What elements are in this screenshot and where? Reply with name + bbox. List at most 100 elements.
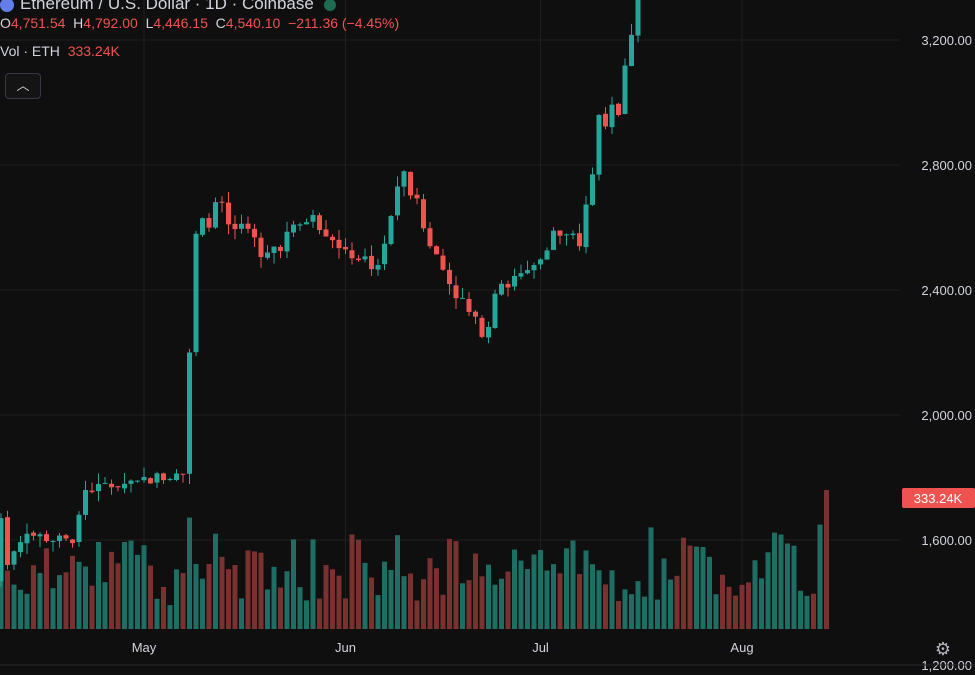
volume-bar xyxy=(720,574,725,629)
volume-bar xyxy=(31,565,36,629)
volume-bar xyxy=(63,572,69,629)
candle-body xyxy=(11,551,17,565)
volume-bar xyxy=(544,570,550,629)
candle-body xyxy=(180,473,186,475)
candle-body xyxy=(5,517,10,565)
volume-bar xyxy=(460,583,465,629)
candle-body xyxy=(388,215,394,244)
volume-bar xyxy=(5,570,10,629)
candle-body xyxy=(434,246,439,255)
volume-bar xyxy=(609,570,615,629)
volume-bar xyxy=(11,584,17,629)
candle-body xyxy=(148,478,153,484)
volume-bar xyxy=(804,595,810,629)
volume-bar xyxy=(193,563,199,629)
candle-body xyxy=(0,518,4,582)
candle-body xyxy=(596,115,602,175)
candle-body xyxy=(317,215,322,231)
volume-bar xyxy=(525,569,530,629)
candle-body xyxy=(219,201,225,203)
volume-bar xyxy=(505,571,511,629)
candle-body xyxy=(336,239,342,249)
candle-body xyxy=(310,215,316,222)
volume-bar xyxy=(180,573,186,629)
volume-bar xyxy=(102,582,108,629)
volume-bar xyxy=(440,594,446,629)
candle-body xyxy=(330,236,335,241)
volume-bar xyxy=(375,595,381,629)
volume-bar xyxy=(466,580,472,629)
gear-icon: ⚙ xyxy=(934,639,952,659)
candle-body xyxy=(512,275,517,287)
volume-bar xyxy=(479,576,485,629)
volume-bar xyxy=(668,579,673,629)
y-tick-label: 2,400.00 xyxy=(921,283,972,298)
volume-bar xyxy=(37,573,43,629)
volume-bar xyxy=(551,564,556,629)
volume-bar xyxy=(616,601,621,629)
volume-bar xyxy=(577,574,582,629)
candle-body xyxy=(213,202,218,228)
candle-body xyxy=(174,473,179,481)
volume-bar xyxy=(219,556,225,629)
candle-body xyxy=(265,252,270,258)
volume-bar xyxy=(629,594,634,629)
volume-bar xyxy=(746,582,751,629)
candle-body xyxy=(115,486,121,488)
symbol-title: Ethereum / U.S. Dollar · 1D · Coinbase xyxy=(0,0,336,14)
candle-body xyxy=(603,113,608,127)
volume-bar xyxy=(226,569,231,629)
candle-body xyxy=(31,532,36,536)
volume-bar xyxy=(161,586,166,629)
last-volume-badge xyxy=(902,488,975,509)
y-tick-label: 2,800.00 xyxy=(921,158,972,173)
volume-bar xyxy=(395,535,400,629)
volume-bar xyxy=(154,598,160,629)
candle-body xyxy=(629,34,634,67)
volume-bar xyxy=(0,580,4,629)
ohlc-legend: O4,751.54 H4,792.00 L4,446.15 C4,540.10 … xyxy=(0,15,400,31)
volume-legend: Vol · ETH 333.24K xyxy=(0,43,120,59)
chevron-up-icon: ︿ xyxy=(16,78,30,93)
candle-body xyxy=(375,265,381,270)
volume-bar xyxy=(83,566,88,629)
candle-body xyxy=(109,483,114,488)
last-volume-label: 333.24K xyxy=(914,491,963,506)
market-status-icon xyxy=(323,0,336,12)
candle-body xyxy=(284,231,290,252)
volume-bar xyxy=(564,548,569,629)
candle-body xyxy=(128,480,134,484)
candle-body xyxy=(206,218,212,228)
candle-body xyxy=(486,326,491,338)
volume-bar xyxy=(570,540,576,629)
x-tick-label: Jun xyxy=(335,640,356,655)
candle-body xyxy=(557,230,563,236)
candle-body xyxy=(343,246,348,250)
volume-bar xyxy=(148,565,153,629)
volume-bar xyxy=(369,577,374,629)
volume-bar xyxy=(817,524,823,629)
volume-bar xyxy=(421,579,426,629)
volume-bar xyxy=(590,564,595,629)
volume-bar xyxy=(557,573,563,629)
collapse-legend-button[interactable]: ︿ xyxy=(5,73,41,99)
volume-bar xyxy=(700,546,706,629)
volume-bar xyxy=(18,589,23,629)
volume-bar xyxy=(388,569,394,629)
volume-bar xyxy=(206,564,212,629)
volume-bar xyxy=(141,545,147,629)
candle-body xyxy=(382,243,387,265)
volume-bar xyxy=(681,537,686,629)
volume-bar xyxy=(811,593,816,629)
candle-body xyxy=(635,0,641,36)
volume-bar xyxy=(278,587,283,629)
volume-bar xyxy=(96,542,101,629)
volume-bar xyxy=(778,534,784,629)
volume-bar xyxy=(785,543,790,629)
chart-settings-button[interactable]: ⚙ xyxy=(932,638,954,660)
volume-bar xyxy=(661,558,667,629)
candle-body xyxy=(453,285,459,299)
candle-body xyxy=(544,250,550,260)
volume-bar xyxy=(694,546,699,629)
